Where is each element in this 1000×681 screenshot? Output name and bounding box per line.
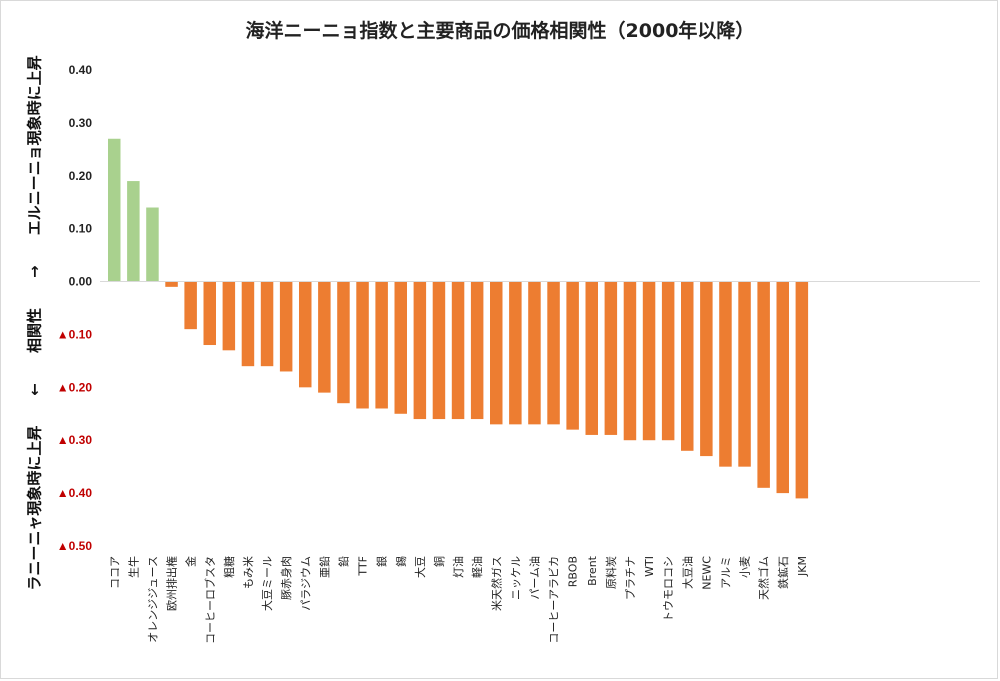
chart-title: 海洋ニーニョ指数と主要商品の価格相関性（2000年以降） (245, 20, 755, 42)
bar (661, 281, 675, 441)
y-tick-label: ▲0.10 (57, 327, 93, 341)
bar (509, 281, 522, 425)
y-tick-label: ▲0.30 (57, 433, 93, 447)
category-label: パーム油 (527, 556, 541, 600)
category-label: NEWC (700, 556, 713, 590)
bar (547, 281, 560, 425)
y-tick-label: 0.10 (69, 222, 93, 236)
bar (700, 281, 713, 457)
bar (337, 281, 350, 404)
y-tick-label: 0.30 (69, 116, 93, 130)
bar (127, 181, 140, 282)
category-label: 金 (184, 556, 198, 567)
category-label: WTI (643, 556, 656, 577)
category-label: 亜鉛 (317, 556, 331, 578)
bar (642, 281, 656, 441)
y-tick-label: ▲0.40 (57, 486, 93, 500)
bar (299, 281, 312, 388)
category-label: 天然ゴム (757, 556, 771, 600)
category-label: Brent (586, 555, 599, 586)
bar (776, 281, 789, 494)
bar (604, 281, 618, 435)
y-tick-label: 0.20 (69, 169, 93, 183)
bar (318, 281, 331, 393)
bar (432, 281, 446, 420)
category-label: JKM (796, 556, 809, 577)
category-label: 大豆ミール (260, 556, 274, 611)
category-label: 生牛 (126, 556, 140, 578)
category-label: 銅 (432, 556, 446, 567)
bar (165, 281, 178, 287)
bar (241, 281, 255, 367)
y-tick-label: 0.00 (69, 275, 93, 289)
category-label: プラチナ (624, 556, 637, 600)
category-label: TTF (357, 556, 370, 577)
category-label: ココア (108, 556, 121, 589)
category-label: トウモロコシ (662, 556, 675, 622)
category-label: 大豆 (413, 556, 427, 578)
bar (681, 281, 694, 451)
category-label: 鉄鉱石 (776, 556, 790, 589)
category-label: 小麦 (739, 556, 752, 578)
y-tick-label: 0.40 (69, 63, 93, 77)
category-label: 欧州排出権 (165, 556, 179, 611)
bar (222, 281, 236, 351)
bar (566, 281, 579, 430)
bar (184, 281, 197, 330)
category-label: 銀 (375, 556, 389, 567)
bar (108, 138, 121, 282)
category-label: コーヒーロブスタ (203, 556, 217, 644)
bar (795, 281, 809, 499)
y-tick-label: ▲0.20 (57, 380, 93, 394)
bar (356, 281, 369, 409)
bar (279, 281, 293, 372)
category-label: 錫 (394, 556, 408, 567)
category-label: RBOB (567, 556, 580, 587)
bar (470, 281, 484, 420)
bar (375, 281, 388, 409)
category-label: 豚赤身肉 (279, 556, 293, 600)
y-tick-label: ▲0.50 (57, 539, 93, 553)
category-label: オレンジジュース (146, 556, 159, 643)
bar (738, 281, 751, 467)
category-label: 原料炭 (604, 556, 618, 589)
category-label: ニッケル (509, 556, 522, 600)
bar (451, 281, 465, 420)
bar (203, 281, 216, 346)
category-label: パラジウム (299, 556, 312, 611)
category-label: 粗糖 (222, 556, 236, 578)
bar (585, 281, 598, 435)
category-label: アルミ (719, 556, 732, 589)
bar (413, 281, 427, 420)
bar (146, 207, 159, 282)
category-label: 大豆油 (680, 556, 694, 589)
bar (528, 281, 541, 425)
category-label: 軽油 (470, 556, 484, 578)
category-label: コーヒーアラビカ (548, 556, 561, 644)
bar (260, 281, 274, 367)
category-label: 灯油 (451, 556, 465, 578)
category-label: もみ米 (242, 556, 255, 589)
bar (394, 281, 407, 414)
bar (490, 281, 503, 425)
category-label: 鉛 (336, 556, 350, 567)
category-label: 米天然ガス (489, 556, 503, 611)
bar (623, 281, 637, 441)
bar (757, 281, 770, 488)
bar (719, 281, 732, 467)
